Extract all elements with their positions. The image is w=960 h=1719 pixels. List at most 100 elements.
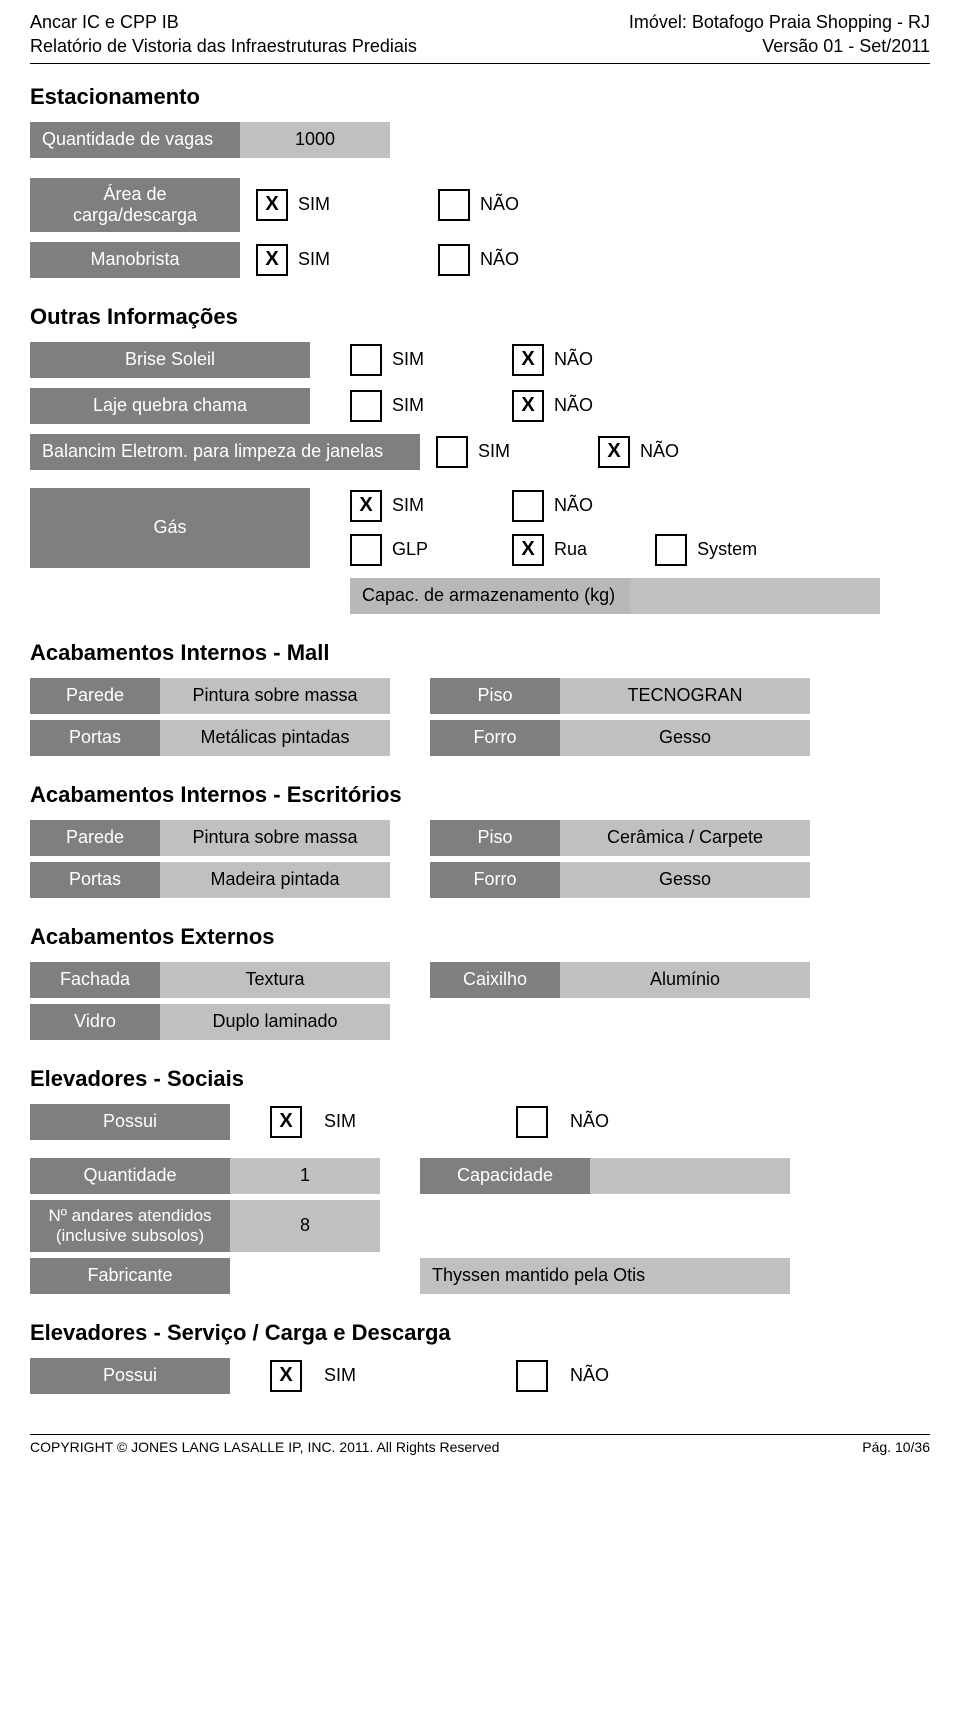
- checkbox-area-nao[interactable]: NÃO: [438, 178, 519, 232]
- row-gas: Gás SIM NÃO GLP: [30, 488, 930, 568]
- value-mall-piso: TECNOGRAN: [560, 678, 810, 714]
- section-title-acab-ext: Acabamentos Externos: [30, 924, 930, 950]
- header-left: Ancar IC e CPP IB Relatório de Vistoria …: [30, 10, 417, 59]
- label-balancim: Balancim Eletrom. para limpeza de janela…: [30, 434, 420, 470]
- row-laje: Laje quebra chama SIM NÃO: [30, 388, 930, 424]
- checkbox-balancim-nao[interactable]: NÃO: [598, 434, 679, 470]
- check-icon: [516, 1360, 548, 1392]
- label-mall-portas: Portas: [30, 720, 160, 756]
- check-label: NÃO: [554, 395, 593, 416]
- row-ext-vidro: Vidro Duplo laminado: [30, 1004, 930, 1040]
- section-title-outras: Outras Informações: [30, 304, 930, 330]
- check-label: NÃO: [554, 495, 593, 516]
- check-icon: [436, 436, 468, 468]
- check-label: NÃO: [480, 249, 519, 270]
- checkbox-elev-serv-nao[interactable]: NÃO: [516, 1358, 609, 1394]
- label-qtd-vagas: Quantidade de vagas: [30, 122, 240, 158]
- label-ext-caixilho: Caixilho: [430, 962, 560, 998]
- row-elev-soc-possui: Possui SIM NÃO: [30, 1104, 930, 1140]
- check-icon: [655, 534, 687, 566]
- check-label: SIM: [298, 194, 330, 215]
- label-mall-parede: Parede: [30, 678, 160, 714]
- checkbox-gas-system[interactable]: System: [655, 532, 757, 568]
- checkbox-elev-serv-sim[interactable]: SIM: [270, 1358, 356, 1394]
- check-label: SIM: [392, 349, 424, 370]
- label-manobrista: Manobrista: [30, 242, 240, 278]
- checkbox-brise-sim[interactable]: SIM: [350, 342, 424, 378]
- checkbox-gas-nao[interactable]: NÃO: [512, 488, 593, 524]
- checkbox-manobrista-sim[interactable]: SIM: [256, 242, 330, 278]
- row-elev-soc-andares: Nº andares atendidos (inclusive subsolos…: [30, 1200, 930, 1252]
- checkbox-area-sim[interactable]: SIM: [256, 178, 330, 232]
- header-right: Imóvel: Botafogo Praia Shopping - RJ Ver…: [629, 10, 930, 59]
- check-icon: [438, 189, 470, 221]
- checkbox-balancim-sim[interactable]: SIM: [436, 434, 510, 470]
- label-capac: Capac. de armazenamento (kg): [350, 578, 630, 614]
- check-icon: [512, 390, 544, 422]
- row-escr-portas: Portas Madeira pintada Forro Gesso: [30, 862, 930, 898]
- label-laje: Laje quebra chama: [30, 388, 310, 424]
- section-title-estacionamento: Estacionamento: [30, 84, 930, 110]
- header-left-line1: Ancar IC e CPP IB: [30, 10, 417, 34]
- checkbox-gas-glp[interactable]: GLP: [350, 532, 428, 568]
- checkbox-elev-soc-sim[interactable]: SIM: [270, 1104, 356, 1140]
- check-icon: [512, 534, 544, 566]
- row-mall-parede: Parede Pintura sobre massa Piso TECNOGRA…: [30, 678, 930, 714]
- check-label: SIM: [392, 495, 424, 516]
- checkbox-brise-nao[interactable]: NÃO: [512, 342, 593, 378]
- check-icon: [516, 1106, 548, 1138]
- checkbox-gas-rua[interactable]: Rua: [512, 532, 587, 568]
- label-mall-piso: Piso: [430, 678, 560, 714]
- label-elev-soc-cap: Capacidade: [420, 1158, 590, 1194]
- label-elev-soc-fab: Fabricante: [30, 1258, 230, 1294]
- check-label: NÃO: [640, 441, 679, 462]
- value-escr-parede: Pintura sobre massa: [160, 820, 390, 856]
- check-label: NÃO: [570, 1111, 609, 1132]
- header-right-line1: Imóvel: Botafogo Praia Shopping - RJ: [629, 10, 930, 34]
- footer-right: Pág. 10/36: [862, 1439, 930, 1455]
- section-title-acab-escr: Acabamentos Internos - Escritórios: [30, 782, 930, 808]
- value-elev-soc-cap: [590, 1158, 790, 1194]
- check-icon: [438, 244, 470, 276]
- label-area-carga: Área de carga/descarga: [30, 178, 240, 232]
- row-area-carga: Área de carga/descarga SIM NÃO: [30, 178, 930, 232]
- value-qtd-vagas: 1000: [240, 122, 390, 158]
- check-label: NÃO: [570, 1365, 609, 1386]
- checkbox-elev-soc-nao[interactable]: NÃO: [516, 1104, 609, 1140]
- label-gas: Gás: [30, 488, 310, 568]
- row-elev-soc-fab: Fabricante Thyssen mantido pela Otis: [30, 1258, 930, 1294]
- label-escr-parede: Parede: [30, 820, 160, 856]
- check-icon: [512, 344, 544, 376]
- label-escr-piso: Piso: [430, 820, 560, 856]
- check-icon: [256, 189, 288, 221]
- check-label: GLP: [392, 539, 428, 560]
- row-mall-portas: Portas Metálicas pintadas Forro Gesso: [30, 720, 930, 756]
- value-capac: [630, 578, 880, 614]
- checkbox-gas-sim[interactable]: SIM: [350, 488, 424, 524]
- checkbox-laje-sim[interactable]: SIM: [350, 388, 424, 424]
- header-left-line2: Relatório de Vistoria das Infraestrutura…: [30, 34, 417, 58]
- value-elev-soc-qtd: 1: [230, 1158, 380, 1194]
- checkbox-manobrista-nao[interactable]: NÃO: [438, 242, 519, 278]
- value-mall-portas: Metálicas pintadas: [160, 720, 390, 756]
- label-escr-forro: Forro: [430, 862, 560, 898]
- label-brise: Brise Soleil: [30, 342, 310, 378]
- section-title-elev-soc: Elevadores - Sociais: [30, 1066, 930, 1092]
- row-brise: Brise Soleil SIM NÃO: [30, 342, 930, 378]
- check-icon: [256, 244, 288, 276]
- value-elev-soc-fab: Thyssen mantido pela Otis: [420, 1258, 790, 1294]
- row-ext-fachada: Fachada Textura Caixilho Alumínio: [30, 962, 930, 998]
- row-elev-soc-qtd: Quantidade 1 Capacidade: [30, 1158, 930, 1194]
- footer-left: COPYRIGHT © JONES LANG LASALLE IP, INC. …: [30, 1439, 499, 1455]
- row-capac: Capac. de armazenamento (kg): [30, 578, 930, 614]
- value-elev-soc-andares: 8: [230, 1200, 380, 1252]
- check-label: Rua: [554, 539, 587, 560]
- checkbox-laje-nao[interactable]: NÃO: [512, 388, 593, 424]
- label-escr-portas: Portas: [30, 862, 160, 898]
- value-ext-vidro: Duplo laminado: [160, 1004, 390, 1040]
- section-title-acab-mall: Acabamentos Internos - Mall: [30, 640, 930, 666]
- check-icon: [350, 490, 382, 522]
- check-label: SIM: [298, 249, 330, 270]
- check-icon: [350, 390, 382, 422]
- value-mall-parede: Pintura sobre massa: [160, 678, 390, 714]
